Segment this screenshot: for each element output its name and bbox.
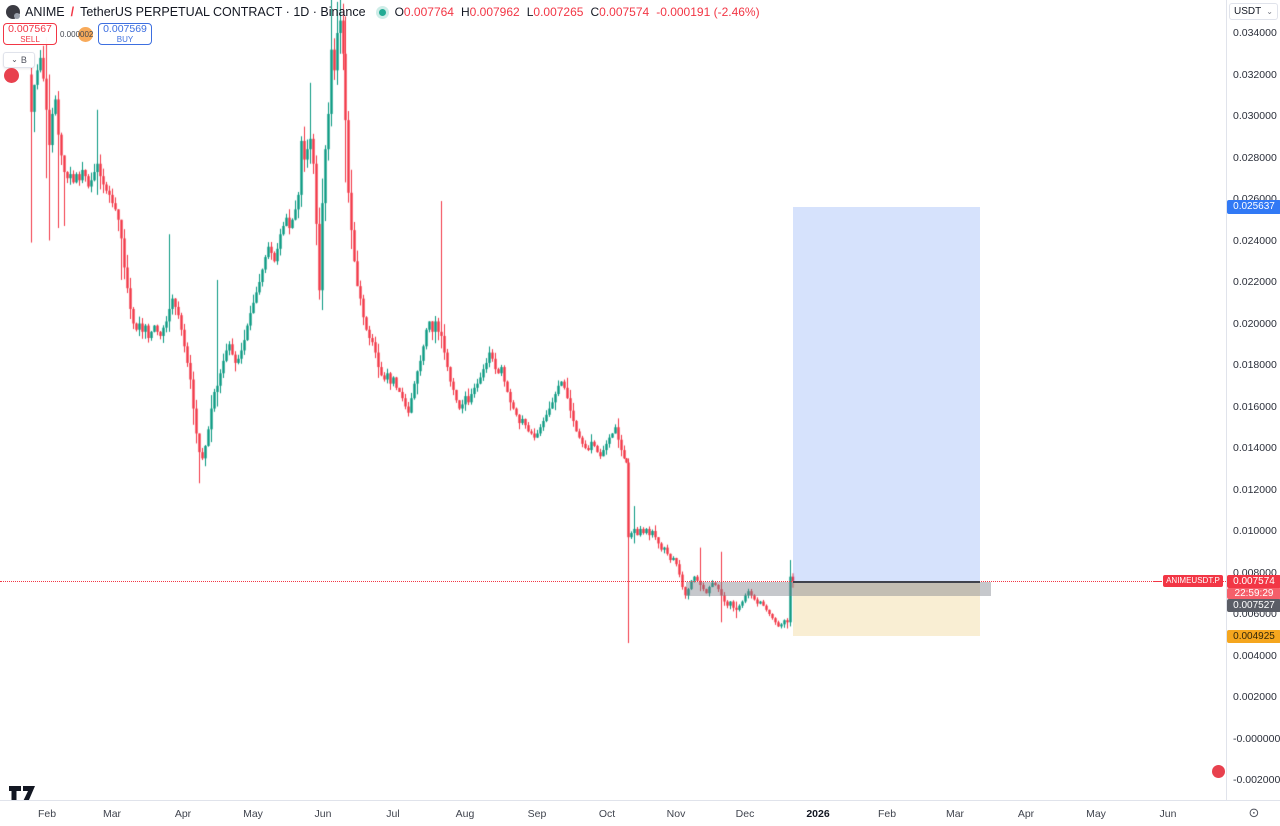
bar-countdown-label: 22:59:29 bbox=[1227, 587, 1280, 599]
red-marker-dot-right bbox=[1212, 765, 1225, 778]
time-tick-label: Dec bbox=[735, 808, 755, 820]
buy-price: 0.007569 bbox=[103, 23, 147, 36]
time-tick-label: Sep bbox=[527, 808, 547, 820]
time-tick-label: May bbox=[243, 808, 263, 820]
price-tick-label: 0.020000 bbox=[1233, 317, 1277, 330]
highlight-zone-rectangle[interactable] bbox=[686, 582, 991, 596]
symbol-separator: / bbox=[70, 5, 75, 19]
symbol-price-tag-dash bbox=[1154, 581, 1161, 583]
symbol-name[interactable]: ANIME bbox=[25, 5, 65, 19]
candlestick-canvas[interactable] bbox=[0, 0, 1226, 800]
tradingview-logo[interactable] bbox=[9, 786, 35, 806]
long-position-stop-zone[interactable] bbox=[793, 582, 980, 637]
price-tick-label: 0.012000 bbox=[1233, 483, 1277, 496]
price-tick-label: 0.002000 bbox=[1233, 691, 1277, 703]
spread-value: 0.000002 bbox=[60, 30, 94, 39]
collapsed-widget-chip[interactable]: ⌄ B bbox=[3, 52, 35, 68]
time-tick-label: May bbox=[1086, 808, 1106, 820]
long-position-entry-line[interactable] bbox=[793, 581, 980, 584]
price-tick-label: 0.024000 bbox=[1233, 234, 1277, 247]
current-price-label: 0.007574 bbox=[1227, 574, 1280, 588]
time-tick-label: Apr bbox=[174, 808, 192, 820]
time-tick-label: 2026 bbox=[806, 808, 830, 820]
current-price-dotted-line bbox=[0, 581, 1226, 583]
price-tick-label: 0.022000 bbox=[1233, 276, 1277, 288]
time-tick-label: Feb bbox=[37, 808, 57, 820]
ohlc-values: O0.007764 H0.007962 L0.007265 C0.007574 … bbox=[394, 5, 760, 19]
scales-target-icon[interactable]: ⊙ bbox=[1248, 805, 1260, 820]
entry-price-label: 0.007527 bbox=[1227, 598, 1280, 612]
price-tick-label: 0.032000 bbox=[1233, 68, 1277, 81]
price-tick-label: 0.034000 bbox=[1233, 27, 1277, 39]
sell-button[interactable]: 0.007567 SELL bbox=[3, 23, 57, 45]
symbol-legend[interactable]: ANIME / TetherUS PERPETUAL CONTRACT · 1D… bbox=[6, 5, 760, 19]
price-tick-label: -0.000000 bbox=[1233, 732, 1280, 745]
symbol-description[interactable]: TetherUS PERPETUAL CONTRACT · 1D · Binan… bbox=[80, 5, 366, 19]
price-axis[interactable]: USDT ⌄ 0.034000 0.032000 0.030000 0.028000 0… bbox=[1226, 0, 1280, 800]
time-tick-label: Jul bbox=[386, 808, 400, 820]
symbol-logo-icon bbox=[6, 5, 20, 19]
price-tick-label: 0.028000 bbox=[1233, 151, 1277, 164]
currency-unit-button[interactable]: USDT ⌄ bbox=[1229, 3, 1278, 20]
time-tick-label: Jun bbox=[314, 808, 332, 820]
time-tick-label: Feb bbox=[877, 808, 897, 820]
chevron-down-icon: ⌄ bbox=[1266, 7, 1273, 16]
price-tick-label: 0.010000 bbox=[1233, 525, 1277, 537]
chevron-down-icon: ⌄ bbox=[11, 55, 18, 64]
trade-buttons-row: 0.007567 SELL 0.000002 0.007569 BUY bbox=[3, 23, 152, 45]
target-price-label: 0.025637 bbox=[1227, 199, 1280, 214]
spread-indicator: 0.000002 bbox=[60, 24, 96, 44]
time-tick-label: Nov bbox=[666, 808, 686, 820]
price-tick-label: 0.018000 bbox=[1233, 359, 1277, 371]
time-tick-label: Oct bbox=[598, 808, 616, 820]
price-tick-label: 0.004000 bbox=[1233, 649, 1277, 662]
time-tick-label: Jun bbox=[1159, 808, 1177, 820]
stop-price-label: 0.004925 bbox=[1227, 629, 1280, 643]
price-tick-label: 0.016000 bbox=[1233, 400, 1277, 413]
time-tick-label: Mar bbox=[945, 808, 965, 820]
price-tick-label: 0.014000 bbox=[1233, 442, 1277, 454]
long-position-profit-zone[interactable] bbox=[793, 206, 980, 583]
time-tick-label: Aug bbox=[455, 808, 475, 820]
price-tick-label: 0.030000 bbox=[1233, 110, 1277, 122]
time-axis[interactable]: Feb Mar Apr May Jun Jul Aug Sep Oct Nov Dec 2026 Feb… bbox=[0, 800, 1280, 826]
change-value: -0.000191 (-2.46%) bbox=[656, 5, 760, 19]
sell-price: 0.007567 bbox=[8, 23, 52, 36]
time-tick-label: Mar bbox=[102, 808, 122, 820]
symbol-price-tag: ANIMEUSDT.P bbox=[1163, 575, 1223, 588]
market-open-dot-icon bbox=[378, 8, 386, 16]
time-tick-label: Apr bbox=[1017, 808, 1035, 820]
buy-button[interactable]: 0.007569 BUY bbox=[98, 23, 152, 45]
spread-circle-icon bbox=[78, 27, 93, 42]
red-marker-dot-left bbox=[4, 68, 19, 83]
price-tick-label: -0.002000 bbox=[1233, 774, 1280, 786]
